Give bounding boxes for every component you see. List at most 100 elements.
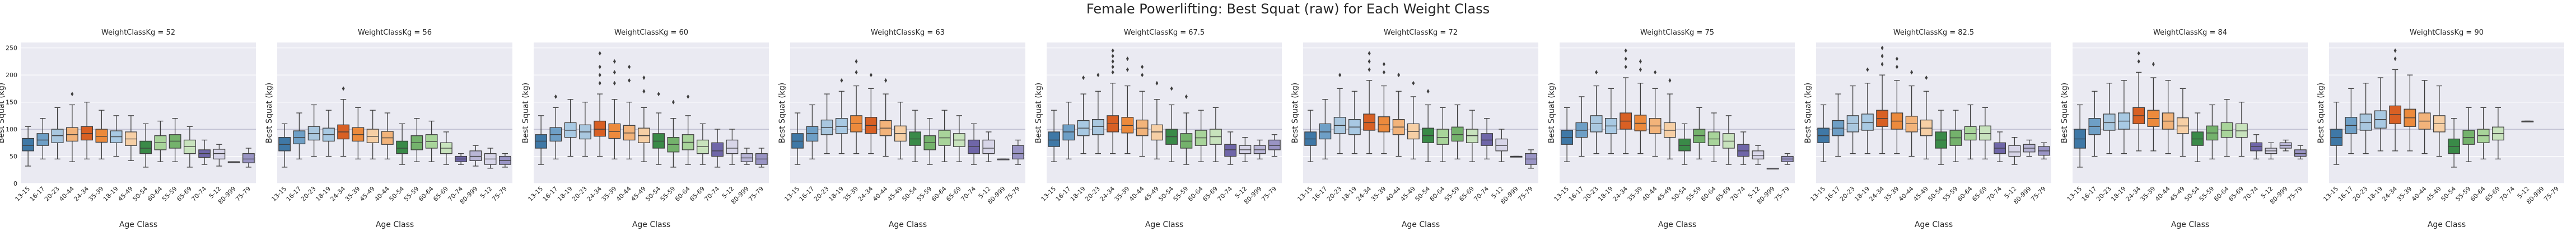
outlier-point (1654, 70, 1657, 75)
x-axis-label: Age Class (2171, 220, 2209, 229)
outlier-point (1382, 62, 1385, 67)
y-axis-label: Best Squat (kg) (2060, 83, 2069, 144)
box-35-39 (95, 110, 108, 160)
box-55-59 (1693, 107, 1706, 160)
box-20-23 (51, 107, 64, 160)
outlier-point (1111, 59, 1114, 64)
box-18-19 (564, 99, 577, 157)
box-20-23 (820, 93, 833, 154)
box-60-64 (1436, 107, 1449, 162)
box-16-17 (293, 112, 306, 160)
y-tick-label: 150 (6, 99, 17, 106)
outlier-point (598, 51, 601, 56)
outlier-point (1397, 73, 1401, 78)
box-body (1861, 114, 1874, 131)
outlier-point (598, 73, 601, 78)
outlier-point (613, 70, 616, 75)
outlier-point (1624, 56, 1627, 62)
box-35-39 (1121, 56, 1134, 154)
panel-title: WeightClassKg = 60 (614, 29, 688, 37)
outlier-point (687, 94, 690, 99)
outlier-point (1111, 64, 1114, 69)
plot-area (21, 42, 256, 183)
y-tick-label: 100 (6, 126, 17, 133)
box-55-59 (1949, 110, 1962, 162)
outlier-point (1426, 89, 1430, 94)
box-60-64 (1964, 104, 1977, 160)
box-70-74 (1994, 131, 2006, 162)
outlier-point (1925, 75, 1928, 80)
box-75-79 (1268, 134, 1281, 157)
box-60-64 (682, 94, 694, 165)
box-80-999 (2279, 139, 2292, 152)
box-24-34 (865, 73, 878, 154)
box-60-64 (425, 120, 438, 162)
box-body (711, 142, 724, 157)
box-body (1451, 126, 1464, 142)
outlier-point (2137, 59, 2140, 64)
x-axis-label: Age Class (1658, 220, 1696, 229)
box-45-49 (894, 101, 907, 160)
plot-area (1303, 42, 1538, 183)
outlier-point (613, 81, 616, 86)
box-16-17 (806, 104, 819, 160)
outlier-point (1624, 64, 1627, 69)
outlier-point (869, 73, 872, 78)
box-18-19 (110, 115, 123, 157)
box-65-69 (1209, 107, 1222, 162)
box-80-999 (469, 145, 482, 167)
box-70-74 (968, 123, 981, 165)
box-body (2103, 114, 2116, 131)
outlier-point (2137, 51, 2140, 56)
box-55-59 (667, 100, 680, 168)
outlier-point (1595, 70, 1598, 75)
box-13-15 (22, 126, 35, 167)
panel-title: WeightClassKg = 90 (2410, 29, 2484, 37)
y-tick-label: 50 (10, 153, 17, 160)
box-body (1011, 145, 1024, 160)
box-70-74 (1224, 131, 1237, 165)
outlier-point (642, 89, 646, 94)
x-axis-label: Age Class (119, 220, 157, 229)
box-13-15 (1561, 107, 1574, 162)
y-axis-label: Best Squat (kg) (778, 83, 787, 144)
box-50-54 (2191, 112, 2204, 162)
box-75-79 (755, 148, 768, 168)
outlier-point (1155, 81, 1159, 86)
panel-title: WeightClassKg = 56 (358, 29, 432, 37)
box-16-17 (1319, 99, 1332, 160)
box-body (1224, 144, 1237, 157)
box-body (2359, 114, 2372, 131)
outlier-point (628, 78, 631, 83)
box-18-19 (322, 110, 335, 157)
box-75-79 (1011, 139, 1024, 165)
outlier-point (628, 64, 631, 69)
box-45-49 (1407, 81, 1420, 160)
box-65-69 (183, 126, 196, 168)
box-45-49 (1150, 81, 1163, 160)
box-40-44 (66, 92, 78, 162)
box-40-44 (1392, 73, 1405, 157)
box-5-12 (2008, 136, 2021, 165)
box-70-74 (455, 153, 468, 165)
x-axis-label: Age Class (2428, 220, 2466, 229)
box-45-49 (2176, 88, 2189, 157)
box-80-999 (227, 161, 240, 163)
panel-title: WeightClassKg = 67.5 (1124, 29, 1205, 37)
box-body (1048, 131, 1061, 147)
outlier-point (1639, 67, 1642, 72)
outlier-point (1866, 67, 1869, 72)
x-axis-label: Age Class (632, 220, 670, 229)
box-35-39 (608, 59, 621, 160)
box-18-19 (2374, 77, 2387, 152)
outlier-point (1368, 59, 1371, 64)
box-body (1495, 138, 1508, 152)
box-body (2294, 149, 2307, 157)
y-axis-label: Best Squat (kg) (265, 83, 274, 144)
box-16-17 (2345, 88, 2358, 154)
outlier-point (884, 78, 888, 83)
